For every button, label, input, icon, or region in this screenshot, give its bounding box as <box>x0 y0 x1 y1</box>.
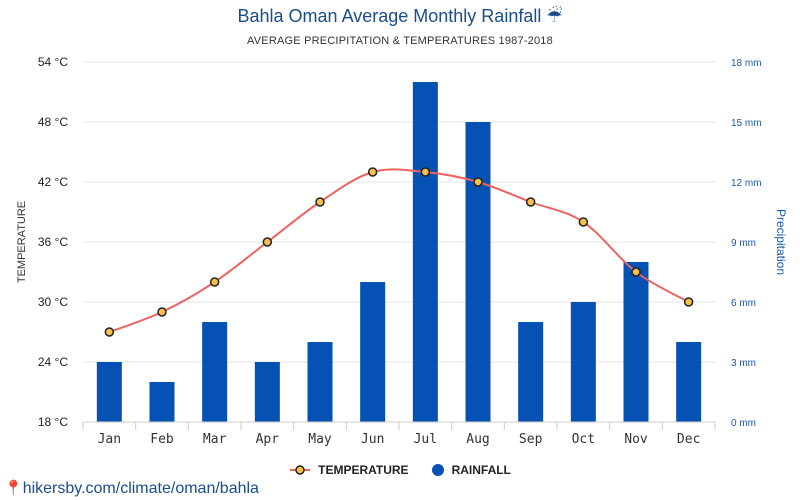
x-tick-label: Dec <box>677 432 700 447</box>
rainfall-bar <box>202 322 228 422</box>
rainfall-bar <box>676 342 702 422</box>
x-tick-label: May <box>308 432 332 447</box>
y-left-tick-label: 30 °C <box>38 295 68 309</box>
temperature-line <box>104 167 694 337</box>
x-tick-label: Jan <box>98 432 121 447</box>
x-tick-label: Nov <box>624 432 648 447</box>
rainfall-bar <box>360 282 386 422</box>
temperature-point <box>473 177 483 187</box>
source-url: hikersby.com/climate/oman/bahla <box>22 480 259 497</box>
y-right-axis-title: Precipitation <box>774 209 788 275</box>
y-right-tick-label: 15 mm <box>731 118 762 129</box>
y-right-tick-label: 3 mm <box>731 358 756 369</box>
temperature-point <box>315 197 325 207</box>
y-right-tick-label: 12 mm <box>731 178 762 189</box>
x-tick-label: Sep <box>519 432 543 447</box>
y-right-tick-label: 6 mm <box>731 298 756 309</box>
rainfall-bars <box>96 82 702 422</box>
x-tick-label: Oct <box>572 432 595 447</box>
temperature-point <box>104 327 115 337</box>
temperature-point <box>683 297 694 307</box>
legend-temperature[interactable]: TEMPERATURE <box>289 463 409 477</box>
axes <box>82 421 716 430</box>
x-tick-label: Feb <box>150 432 174 447</box>
axis-labels: 18 °C 0 mm 24 °C 3 mm 30 °C 6 mm 36 °C 9 mm 42 °… <box>16 55 788 447</box>
y-right-tick-label: 9 mm <box>731 238 756 249</box>
location-pin-icon: 📍 <box>4 480 23 497</box>
rainfall-bar <box>465 122 491 422</box>
temperature-point <box>420 167 431 177</box>
temperature-point <box>578 217 589 227</box>
temperature-point <box>262 237 273 247</box>
temperature-point <box>157 307 167 317</box>
rainfall-bar <box>96 362 122 422</box>
chart-title: Bahla Oman Average Monthly Rainfall ☔ <box>237 6 563 26</box>
temperature-point <box>525 197 536 207</box>
temperature-point <box>367 167 378 177</box>
rainfall-bar <box>307 342 333 422</box>
y-left-tick-label: 48 °C <box>38 115 68 129</box>
legend-temperature-label: TEMPERATURE <box>318 463 409 477</box>
source-link[interactable]: 📍hikersby.com/climate/oman/bahla <box>4 479 259 498</box>
rainfall-bar <box>570 302 596 422</box>
rainfall-legend-icon <box>431 464 444 476</box>
temperature-point <box>209 277 220 287</box>
x-tick-label: Jul <box>414 432 437 447</box>
chart-subtitle: AVERAGE PRECIPITATION & TEMPERATURES 198… <box>247 35 553 47</box>
rainfall-bar <box>149 382 175 422</box>
temperature-curve <box>108 168 690 333</box>
temperature-legend-icon <box>290 465 311 475</box>
x-tick-label: Apr <box>256 432 280 447</box>
y-left-tick-label: 36 °C <box>38 235 68 249</box>
y-left-tick-label: 24 °C <box>38 355 68 369</box>
legend-rainfall[interactable]: RAINFALL <box>431 463 511 477</box>
temperature-point <box>631 267 641 277</box>
x-tick-label: Aug <box>466 432 489 447</box>
y-left-axis-title: TEMPERATURE <box>16 201 28 283</box>
grid-lines <box>83 61 715 363</box>
y-right-tick-label: 18 mm <box>731 58 762 69</box>
rainfall-bar <box>518 322 544 422</box>
rainfall-bar <box>623 262 649 422</box>
chart-legend: TEMPERATURE RAINFALL <box>0 463 800 477</box>
legend-rainfall-label: RAINFALL <box>451 463 511 477</box>
x-tick-label: Jun <box>361 432 384 447</box>
rainfall-bar <box>412 82 438 422</box>
y-right-tick-label: 0 mm <box>731 418 756 429</box>
y-left-tick-label: 18 °C <box>38 415 68 429</box>
rainfall-bar <box>254 362 280 422</box>
x-tick-label: Mar <box>203 432 227 447</box>
y-left-tick-label: 42 °C <box>38 175 68 189</box>
y-left-tick-label: 54 °C <box>38 55 68 69</box>
